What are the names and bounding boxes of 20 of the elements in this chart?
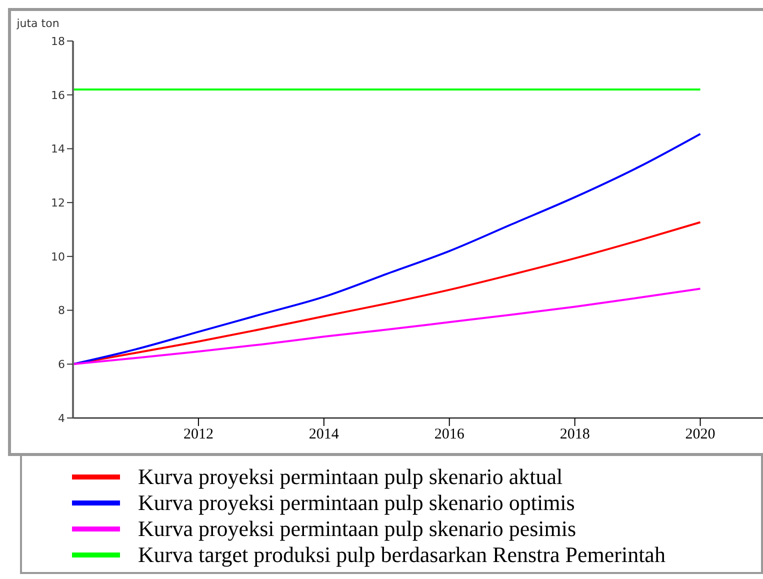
y-axis-title: juta ton — [16, 17, 60, 30]
y-tick-label: 18 — [51, 34, 65, 48]
legend-label: Kurva proyeksi permintaan pulp skenario optimis — [138, 490, 575, 516]
x-tick-label: 2012 — [183, 426, 214, 443]
x-tick-label: 2016 — [434, 426, 465, 443]
y-tick-label: 4 — [58, 412, 65, 425]
x-tick-label: 2018 — [560, 426, 590, 443]
line-series — [73, 132, 702, 366]
x-tick-label: 2014 — [308, 426, 340, 443]
legend-label: Kurva target produksi pulp berdasarkan Renstra Pemerintah — [138, 542, 666, 568]
legend-label: Kurva proyeksi permintaan pulp skenario aktual — [138, 464, 563, 490]
y-tick-label: 14 — [51, 142, 65, 156]
y-tick-label: 16 — [51, 88, 65, 102]
line-series — [73, 288, 702, 366]
legend-label: Kurva proyeksi permintaan pulp skenario pesimis — [138, 516, 576, 542]
y-tick-label: 6 — [58, 358, 65, 372]
y-tick-label: 12 — [51, 196, 65, 210]
y-tick-label: 8 — [58, 304, 65, 318]
y-tick-label: 10 — [51, 250, 65, 264]
x-tick-label: 2020 — [685, 426, 716, 443]
